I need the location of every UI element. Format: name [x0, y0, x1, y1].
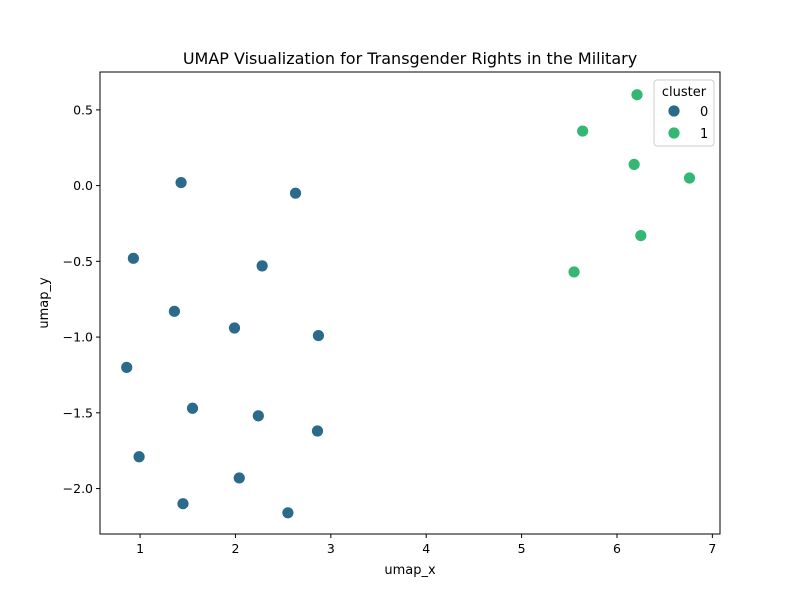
- x-tick-label: 2: [231, 541, 239, 556]
- data-point-cluster-1-6: [567, 265, 581, 279]
- legend-title: cluster: [662, 85, 707, 100]
- data-point-cluster-0-7: [312, 329, 325, 342]
- axes-frame: [99, 71, 721, 535]
- data-point-cluster-0-2: [289, 186, 302, 200]
- x-tick-label: 6: [613, 541, 621, 556]
- y-tick-label: −0.5: [63, 254, 93, 269]
- data-point-cluster-0-12: [132, 450, 146, 464]
- data-point-cluster-0-9: [186, 401, 199, 415]
- x-axis-label: umap_x: [384, 563, 436, 578]
- chart-title: UMAP Visualization for Transgender Right…: [183, 49, 637, 68]
- y-tick-label: −1.0: [63, 330, 93, 345]
- axes: 1 2 3 4 5 6 7 0.5 0.0 −0.5 −1.0 −1.5 −2.0: [63, 71, 721, 556]
- data-point-cluster-1-1: [630, 88, 644, 102]
- x-tick-label: 1: [136, 541, 144, 556]
- data-point-cluster-1-3: [627, 157, 641, 171]
- y-tick-label: 0.0: [73, 178, 93, 193]
- data-point-cluster-0-14: [176, 497, 190, 511]
- legend: cluster 0 1: [653, 79, 715, 147]
- data-point-cluster-0-3: [126, 251, 140, 265]
- legend-label-cluster-0: 0: [700, 105, 708, 120]
- data-point-cluster-0-15: [281, 506, 295, 520]
- x-tick-label: 7: [708, 541, 716, 556]
- data-point-cluster-1-2: [576, 124, 590, 138]
- data-point-cluster-0-13: [232, 471, 246, 485]
- data-point-cluster-0-11: [311, 424, 324, 438]
- y-axis-label: umap_y: [37, 277, 52, 329]
- legend-marker-cluster-1: [667, 126, 681, 140]
- y-tick-label: −2.0: [63, 481, 93, 496]
- plot-area: [120, 88, 696, 520]
- data-point-cluster-1-5: [634, 229, 648, 242]
- y-tick-label: −1.5: [63, 405, 93, 420]
- data-point-cluster-0-5: [167, 304, 181, 318]
- data-point-cluster-0-4: [255, 259, 269, 273]
- x-tick-label: 3: [327, 541, 335, 556]
- data-point-cluster-0-1: [174, 176, 188, 189]
- data-point-cluster-1-4: [683, 171, 696, 185]
- y-tick-label: 0.5: [73, 102, 93, 117]
- legend-marker-cluster-0: [667, 104, 681, 118]
- x-tick-label: 4: [422, 541, 430, 556]
- data-point-cluster-0-6: [228, 321, 241, 335]
- legend-label-cluster-1: 1: [700, 127, 708, 142]
- data-point-cluster-0-10: [251, 409, 265, 423]
- data-point-cluster-0-8: [120, 360, 134, 374]
- x-tick-label: 5: [518, 541, 526, 556]
